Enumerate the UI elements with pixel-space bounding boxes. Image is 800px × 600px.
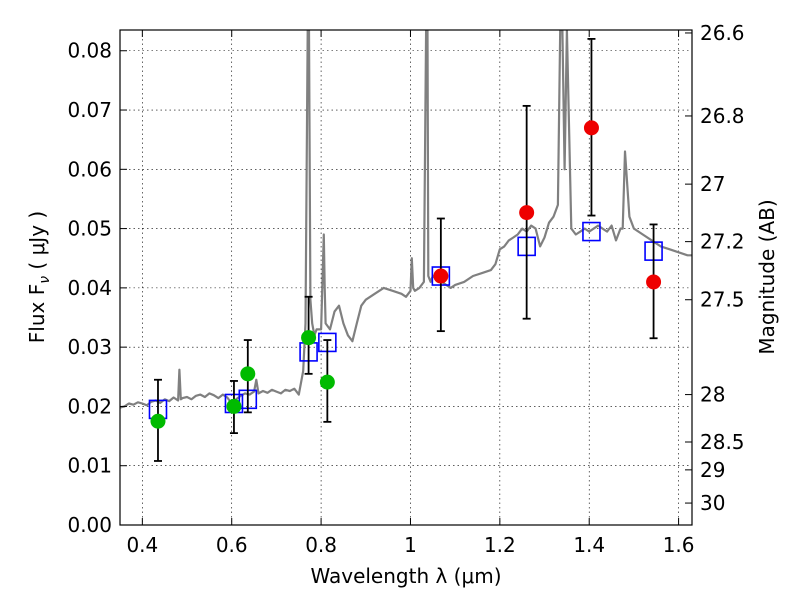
y-axis-title-main: Flux F [25,284,49,343]
observed-point [646,274,662,290]
x-tick-label: 0.8 [305,533,337,557]
observed-point [240,366,256,382]
spectrum-line [120,30,692,409]
x-tick-label: 0.4 [126,533,158,557]
y2-tick-label: 28 [700,383,725,407]
y-tick-label: 0.06 [67,157,112,181]
y2-tick-label: 28.5 [700,430,745,454]
x-axis-title: Wavelength λ (μm) [310,564,501,588]
model-photometry-square [582,221,601,242]
observed-point [519,205,535,221]
y-tick-label: 0.07 [67,98,112,122]
y-axis-title-unit: ( μJy ) [25,211,49,276]
y2-tick-label: 26.6 [700,21,745,45]
y-tick-label: 0.03 [67,335,112,359]
y2-tick-label: 29 [700,458,725,482]
y-tick-label: 0.04 [67,276,112,300]
observed-point [583,120,599,136]
axes: 0.4 0.6 0.8 1 1.2 1.4 1.6 0.00 0.01 0.02 0.03 0.04 0… [67,21,744,557]
observed-point [226,398,242,414]
y-tick-label: 0.05 [67,217,112,241]
x-tick-label: 1.2 [484,533,516,557]
y2-tick-label: 27.5 [700,288,745,312]
observed-point [150,413,166,429]
y2-tick-label: 26.8 [700,104,745,128]
y-tick-label: 0.02 [67,394,112,418]
y2-tick-label: 27 [700,172,725,196]
plot-area [120,30,692,462]
y2-tick-label: 27.2 [700,230,745,254]
y-axis-title-sub: ν [37,276,53,284]
y-tick-label: 0.08 [67,39,112,63]
y2-tick-label: 30 [700,491,725,515]
x-tick-label: 1.6 [663,533,695,557]
x-tick-label: 1.4 [573,533,605,557]
plot-frame [119,29,693,526]
observed-point [319,374,335,390]
observed-point [301,330,317,346]
x-tick-label: 1 [404,533,417,557]
y-tick-label: 0.01 [67,454,112,478]
y-axis-title: Flux Fν ( μJy ) [25,211,53,343]
y2-axis-title: Magnitude (AB) [755,199,779,354]
y-tick-label: 0.00 [67,513,112,537]
x-tick-label: 0.6 [216,533,248,557]
observed-point [433,268,449,284]
